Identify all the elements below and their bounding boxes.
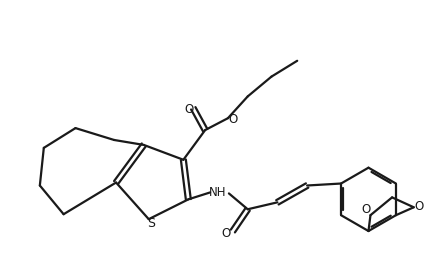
Text: O: O [228, 113, 238, 126]
Text: S: S [147, 217, 155, 230]
Text: O: O [414, 200, 423, 213]
Text: O: O [221, 227, 231, 239]
Text: NH: NH [209, 186, 227, 199]
Text: O: O [362, 203, 371, 216]
Text: O: O [185, 103, 194, 116]
